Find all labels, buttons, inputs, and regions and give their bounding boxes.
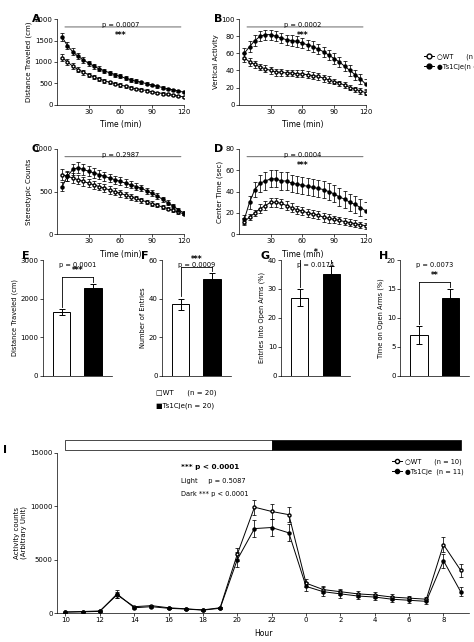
- Y-axis label: Vertical Activity: Vertical Activity: [212, 35, 219, 89]
- Text: ***: ***: [297, 31, 308, 40]
- Text: **: **: [431, 271, 438, 280]
- Text: ***: ***: [114, 31, 126, 40]
- Bar: [291, 298, 309, 376]
- Text: F: F: [141, 251, 148, 261]
- Text: *** p < 0.0001: *** p < 0.0001: [181, 464, 239, 470]
- Bar: [65, 440, 272, 450]
- Text: C: C: [32, 144, 40, 154]
- Y-axis label: Activity counts
(Arbitrary Unit): Activity counts (Arbitrary Unit): [14, 507, 27, 559]
- Text: H: H: [379, 251, 389, 261]
- Text: p = 0.0007: p = 0.0007: [101, 22, 139, 28]
- X-axis label: Time (min): Time (min): [282, 250, 323, 259]
- Bar: [272, 440, 461, 450]
- Text: B: B: [214, 14, 222, 24]
- Y-axis label: Time on Open Arms (%): Time on Open Arms (%): [378, 278, 384, 358]
- Text: E: E: [22, 251, 29, 261]
- Y-axis label: Stereotypic Counts: Stereotypic Counts: [26, 159, 32, 225]
- Text: ***: ***: [297, 160, 308, 169]
- Text: p = 0.0009: p = 0.0009: [178, 263, 215, 268]
- Bar: [442, 298, 459, 376]
- Text: I: I: [3, 444, 7, 455]
- Text: ***: ***: [191, 256, 202, 265]
- Bar: [203, 279, 221, 376]
- Text: A: A: [32, 14, 40, 24]
- Text: ■Ts1Cje(n = 20): ■Ts1Cje(n = 20): [156, 403, 215, 409]
- X-axis label: Time (min): Time (min): [100, 250, 141, 259]
- Text: p = 0.2987: p = 0.2987: [101, 152, 139, 157]
- Text: Dark *** p < 0.0001: Dark *** p < 0.0001: [181, 491, 248, 497]
- X-axis label: Time (min): Time (min): [282, 120, 323, 129]
- Bar: [84, 288, 102, 376]
- Y-axis label: Number of Entries: Number of Entries: [140, 288, 146, 348]
- Y-axis label: Distance Traveled (cm): Distance Traveled (cm): [26, 22, 32, 102]
- Text: ***: ***: [72, 266, 83, 275]
- Bar: [410, 335, 428, 376]
- Text: G: G: [260, 251, 269, 261]
- Text: p = 0.0001: p = 0.0001: [59, 263, 96, 268]
- Text: p = 0.0073: p = 0.0073: [416, 263, 453, 268]
- Text: Light     p = 0.5087: Light p = 0.5087: [181, 478, 245, 484]
- Bar: [172, 304, 189, 376]
- Text: p = 0.0174: p = 0.0174: [297, 263, 334, 268]
- Y-axis label: Entries into Open Arms (%): Entries into Open Arms (%): [258, 272, 265, 363]
- Text: *: *: [314, 248, 318, 257]
- X-axis label: Hour: Hour: [254, 629, 273, 638]
- Y-axis label: Center Time (sec): Center Time (sec): [217, 160, 223, 223]
- X-axis label: Time (min): Time (min): [100, 120, 141, 129]
- Legend: ○WT      (n = 20), ●Ts1Cje(n = 20): ○WT (n = 20), ●Ts1Cje(n = 20): [424, 54, 474, 70]
- Bar: [323, 275, 340, 376]
- Text: p = 0.0002: p = 0.0002: [283, 22, 321, 28]
- Legend: ○WT      (n = 10), ●Ts1Cje  (n = 11): ○WT (n = 10), ●Ts1Cje (n = 11): [389, 456, 466, 478]
- Text: p = 0.0004: p = 0.0004: [283, 152, 321, 157]
- Text: □WT      (n = 20): □WT (n = 20): [156, 390, 217, 396]
- Y-axis label: Distance Traveled (cm): Distance Traveled (cm): [11, 279, 18, 356]
- Bar: [53, 312, 70, 376]
- Text: D: D: [214, 144, 223, 154]
